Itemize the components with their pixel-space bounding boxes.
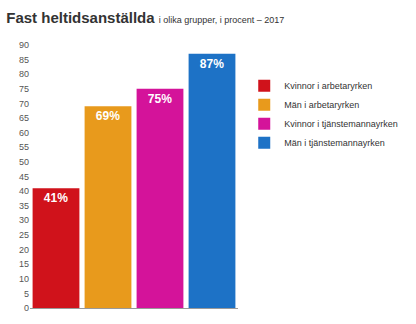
svg-text:Kvinnor i arbetaryrken: Kvinnor i arbetaryrken bbox=[284, 81, 372, 91]
svg-text:Män i arbetaryrken: Män i arbetaryrken bbox=[284, 100, 359, 110]
svg-text:80: 80 bbox=[19, 69, 29, 79]
svg-text:Män i tjänstemannayrken: Män i tjänstemannayrken bbox=[284, 138, 385, 148]
svg-text:70: 70 bbox=[19, 99, 29, 109]
svg-text:Fast heltidsanställda i olika: Fast heltidsanställda i olika grupper, i… bbox=[6, 9, 284, 26]
svg-text:90: 90 bbox=[19, 40, 29, 50]
svg-text:35: 35 bbox=[19, 201, 29, 211]
svg-text:50: 50 bbox=[19, 157, 29, 167]
svg-text:Kvinnor i tjänstemannayrken: Kvinnor i tjänstemannayrken bbox=[284, 119, 398, 129]
svg-text:85: 85 bbox=[19, 55, 29, 65]
svg-text:65: 65 bbox=[19, 113, 29, 123]
svg-text:0: 0 bbox=[24, 303, 29, 313]
svg-text:69%: 69% bbox=[96, 109, 120, 123]
svg-text:30: 30 bbox=[19, 215, 29, 225]
svg-text:45: 45 bbox=[19, 172, 29, 182]
svg-text:15: 15 bbox=[19, 259, 29, 269]
svg-text:40: 40 bbox=[19, 186, 29, 196]
svg-text:75: 75 bbox=[19, 84, 29, 94]
svg-text:75%: 75% bbox=[148, 92, 172, 106]
svg-text:20: 20 bbox=[19, 245, 29, 255]
svg-text:5: 5 bbox=[24, 289, 29, 299]
svg-text:10: 10 bbox=[19, 274, 29, 284]
svg-text:60: 60 bbox=[19, 128, 29, 138]
svg-text:55: 55 bbox=[19, 142, 29, 152]
svg-text:87%: 87% bbox=[200, 57, 224, 71]
svg-text:25: 25 bbox=[19, 230, 29, 240]
svg-text:41%: 41% bbox=[44, 191, 68, 205]
